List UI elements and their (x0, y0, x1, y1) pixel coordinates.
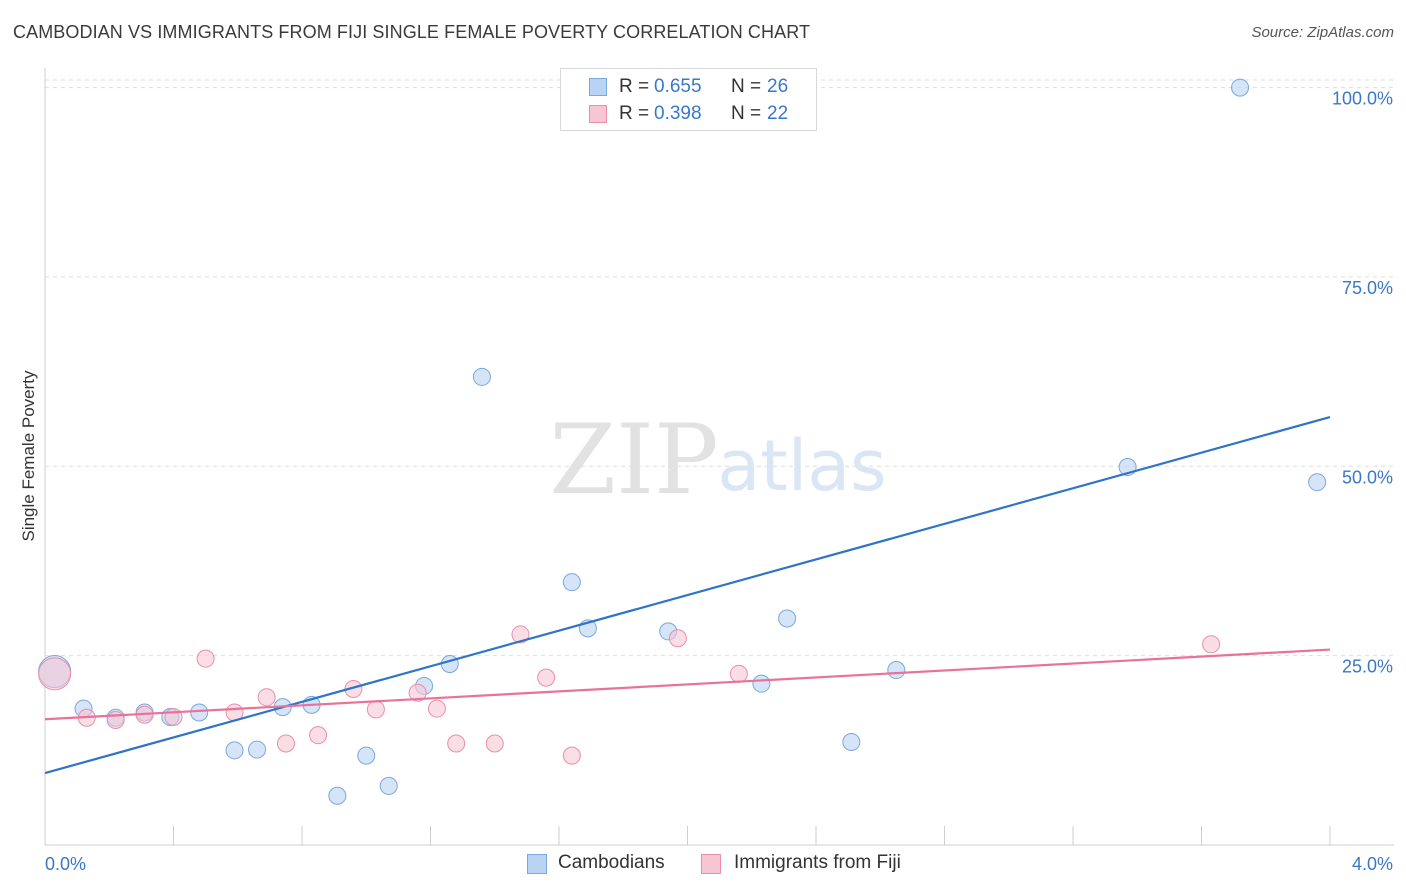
legend-label: Cambodians (558, 852, 665, 873)
cambodian-point (472, 367, 491, 386)
legend-n-label: N = (731, 76, 762, 97)
fiji-point (729, 664, 748, 683)
fiji-point (309, 726, 328, 745)
fiji-point (427, 699, 446, 718)
cambodian-point (440, 654, 459, 673)
legend-n-value: 22 (767, 103, 789, 124)
x-tick-label-max: 4.0% (1352, 854, 1393, 874)
fiji-point (38, 657, 72, 691)
cambodian-point (190, 703, 209, 722)
cambodian-point (328, 786, 347, 805)
fiji-point (366, 700, 385, 719)
fiji-point (1202, 635, 1221, 654)
cambodian-point (887, 661, 906, 680)
fiji-point (196, 649, 215, 668)
fiji-point (408, 683, 427, 702)
fiji-trend-line (44, 648, 1331, 721)
y-tick-label: 25.0% (1342, 657, 1393, 677)
cambodian-point (357, 746, 376, 765)
watermark-atlas: atlas (717, 425, 886, 507)
fiji-point (668, 629, 687, 648)
cambodian-point (842, 732, 861, 751)
fiji-point (511, 625, 530, 644)
y-tick-labels: 25.0% 50.0% 75.0% 100.0% (1332, 89, 1393, 677)
fiji-point (562, 746, 581, 765)
fiji-point (447, 734, 466, 753)
fiji-point (276, 734, 295, 753)
fiji-point (537, 668, 556, 687)
cambodian-point (778, 609, 797, 628)
legend-swatch-blue (589, 78, 607, 96)
y-tick-label: 75.0% (1342, 278, 1393, 298)
legend-row-fiji: R = 0.398 N = 22 (561, 101, 816, 127)
chart-title: CAMBODIAN VS IMMIGRANTS FROM FIJI SINGLE… (13, 22, 811, 42)
trend-layer (44, 415, 1331, 775)
legend-row-cambodians: R = 0.655 N = 26 (561, 74, 816, 100)
cambodian-point (752, 674, 771, 693)
legend-label: Immigrants from Fiji (734, 852, 901, 873)
x-tick-label-min: 0.0% (45, 854, 86, 874)
legend-r-value: 0.398 (654, 103, 702, 124)
x-tick-labels: 0.0% 4.0% (45, 854, 1393, 874)
correlation-legend: R = 0.655 N = 26 R = 0.398 N = 22 (560, 68, 817, 131)
legend-r-label: R = (619, 76, 650, 97)
y-axis-label: Single Female Poverty (19, 370, 38, 542)
axis-layer (44, 68, 1394, 846)
legend-r-label: R = (619, 103, 650, 124)
cambodian-point (1308, 473, 1327, 492)
cambodian-trend-line (44, 415, 1331, 775)
legend-n-label: N = (731, 103, 762, 124)
cambodian-point (1231, 78, 1250, 97)
watermark-zip: ZIP (549, 404, 718, 516)
cambodian-point (562, 573, 581, 592)
y-tick-label: 100.0% (1332, 89, 1393, 109)
legend-swatch-pink (589, 105, 607, 123)
fiji-point (485, 734, 504, 753)
legend-swatch-blue (527, 854, 547, 874)
legend-r-value: 0.655 (654, 76, 702, 97)
legend-swatch-pink (701, 854, 721, 874)
source-label: Source: ZipAtlas.com (1251, 24, 1394, 41)
watermark: ZIP atlas (549, 404, 886, 516)
fiji-point (257, 688, 276, 707)
legend-n-value: 26 (767, 76, 789, 97)
grid-layer (45, 79, 1394, 657)
cambodian-point (225, 741, 244, 760)
cambodian-point (248, 740, 267, 759)
y-tick-label: 50.0% (1342, 467, 1393, 487)
cambodian-point (379, 776, 398, 795)
